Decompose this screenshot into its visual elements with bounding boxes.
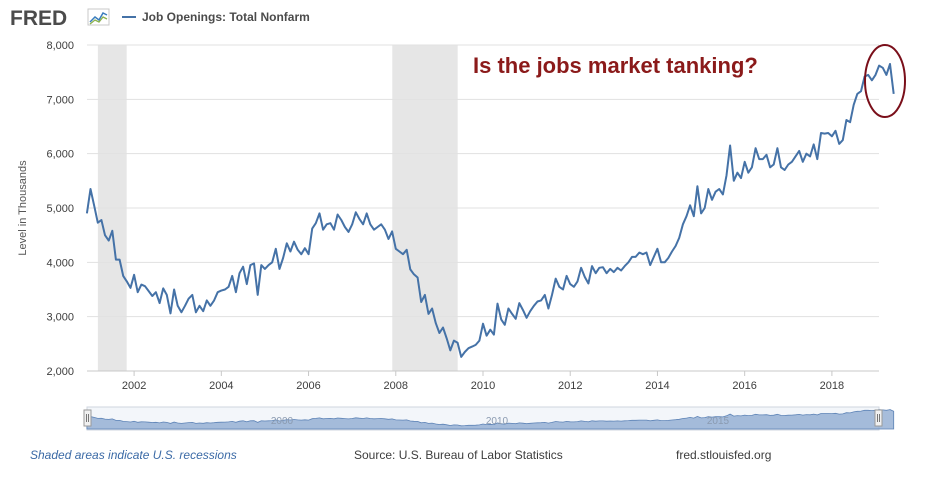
y-tick-label: 6,000 <box>46 149 74 161</box>
gridlines <box>87 44 879 318</box>
navigator-label: 2015 <box>707 416 730 427</box>
x-tick-label: 2018 <box>820 380 844 392</box>
annotation-text: Is the jobs market tanking? <box>473 53 758 78</box>
y-tick-label: 7,000 <box>46 94 74 106</box>
x-tick-label: 2012 <box>558 380 582 392</box>
x-tick-label: 2006 <box>296 380 320 392</box>
y-axis: 2,000 3,000 4,000 5,000 6,000 7,000 8,000 <box>46 40 74 378</box>
series-job-openings[interactable] <box>85 63 895 358</box>
logo-graph-icon <box>87 8 110 26</box>
navigator-left-handle[interactable] <box>83 409 92 427</box>
navigator-right-handle[interactable] <box>874 409 883 427</box>
navigator-labels: 2000 2010 2015 <box>271 416 730 427</box>
y-tick-label: 8,000 <box>46 40 74 52</box>
y-axis-title: Level in Thousands <box>17 160 29 256</box>
navigator-label: 2000 <box>271 416 294 427</box>
x-tick-label: 2004 <box>209 380 233 392</box>
x-axis: 2002 2004 2006 2008 2010 2012 2014 2016 2018 <box>122 371 844 392</box>
x-tick-label: 2016 <box>732 380 756 392</box>
x-tick-label: 2002 <box>122 380 146 392</box>
site-link[interactable]: fred.stlouisfed.org <box>676 448 771 462</box>
y-tick-label: 2,000 <box>46 366 74 378</box>
navigator-series-area <box>86 409 895 430</box>
fred-logo[interactable]: FRED <box>10 7 110 30</box>
legend-label: Job Openings: Total Nonfarm <box>142 10 310 24</box>
x-tick-label: 2014 <box>645 380 669 392</box>
source-text: Source: U.S. Bureau of Labor Statistics <box>354 448 563 462</box>
recession-note: Shaded areas indicate U.S. recessions <box>30 448 237 462</box>
y-tick-label: 4,000 <box>46 257 74 269</box>
range-navigator[interactable]: 2000 2010 2015 <box>83 406 895 431</box>
logo-text: FRED <box>10 7 67 30</box>
x-tick-label: 2010 <box>471 380 495 392</box>
series-line-job-openings[interactable] <box>85 63 895 358</box>
y-tick-label: 3,000 <box>46 312 74 324</box>
annotation-circle <box>864 44 906 118</box>
legend[interactable]: Job Openings: Total Nonfarm <box>122 10 310 24</box>
y-tick-label: 5,000 <box>46 203 74 215</box>
x-tick-label: 2008 <box>384 380 408 392</box>
navigator-label: 2010 <box>486 416 509 427</box>
